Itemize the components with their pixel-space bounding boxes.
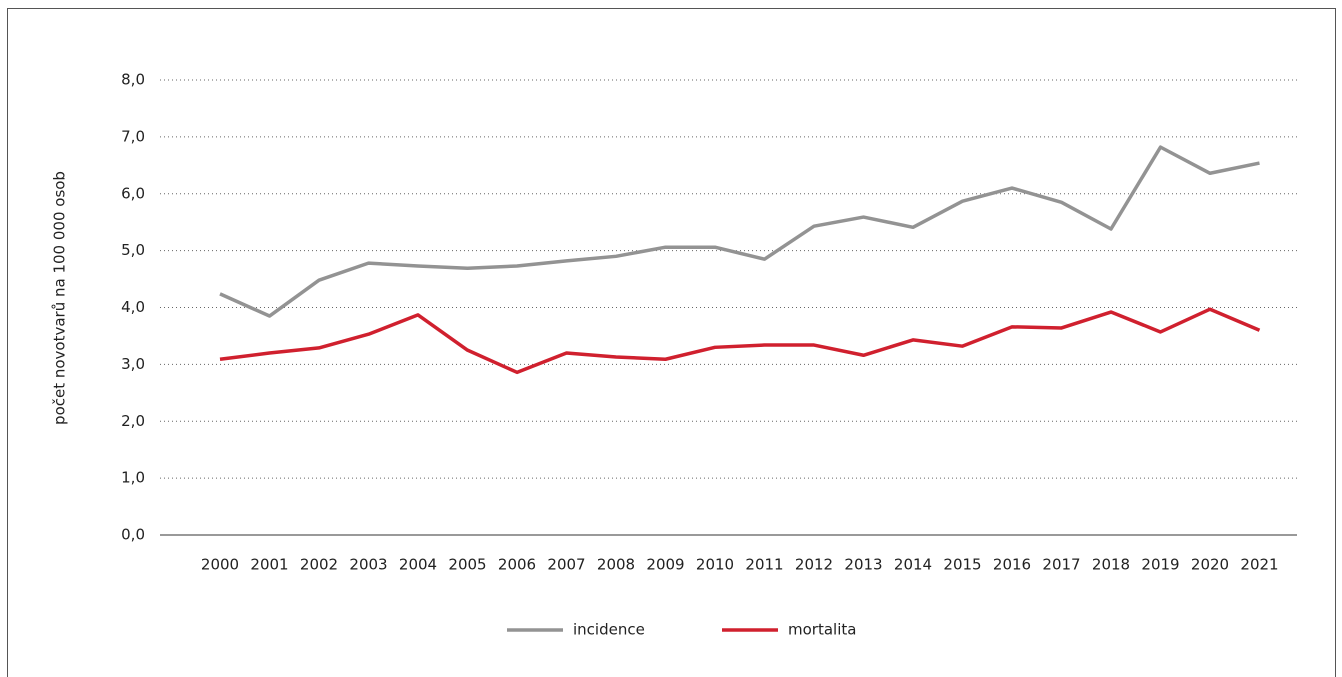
x-tick-label: 2010 [696, 556, 734, 574]
y-tick-label: 1,0 [121, 469, 145, 487]
x-tick-label: 2021 [1240, 556, 1278, 574]
y-tick-label: 5,0 [121, 241, 145, 259]
y-tick-label: 3,0 [121, 355, 145, 373]
series-line [219, 307, 1261, 375]
x-tick-label: 2007 [547, 556, 585, 574]
frame [7, 8, 1336, 677]
legend-label: mortalita [788, 621, 856, 639]
x-tick-label: 2004 [399, 556, 437, 574]
x-tick-label: 2003 [349, 556, 387, 574]
y-tick-label: 2,0 [121, 412, 145, 430]
series-line [219, 145, 1260, 318]
y-tick-label: 7,0 [121, 127, 145, 145]
x-tick-label: 2016 [993, 556, 1031, 574]
x-tick-label: 2005 [448, 556, 486, 574]
x-tick-label: 2011 [745, 556, 783, 574]
x-tick-label: 2015 [943, 556, 981, 574]
x-tick-label: 2020 [1191, 556, 1229, 574]
x-tick-label: 2002 [300, 556, 338, 574]
x-tick-label: 2008 [597, 556, 635, 574]
y-tick-label: 0,0 [121, 526, 145, 544]
y-tick-label: 6,0 [121, 184, 145, 202]
x-tick-label: 2000 [201, 556, 239, 574]
x-tick-label: 2001 [250, 556, 288, 574]
x-tick-label: 2014 [894, 556, 932, 574]
x-tick-label: 2009 [646, 556, 684, 574]
x-tick-label: 2013 [844, 556, 882, 574]
y-tick-label: 8,0 [121, 71, 145, 89]
x-tick-label: 2006 [498, 556, 536, 574]
x-tick-label: 2019 [1141, 556, 1179, 574]
x-tick-label: 2012 [795, 556, 833, 574]
y-axis-label: počet novotvarů na 100 000 osob [51, 171, 69, 425]
x-tick-label: 2018 [1092, 556, 1130, 574]
legend-label: incidence [573, 621, 645, 639]
x-tick-label: 2017 [1042, 556, 1080, 574]
y-tick-label: 4,0 [121, 298, 145, 316]
